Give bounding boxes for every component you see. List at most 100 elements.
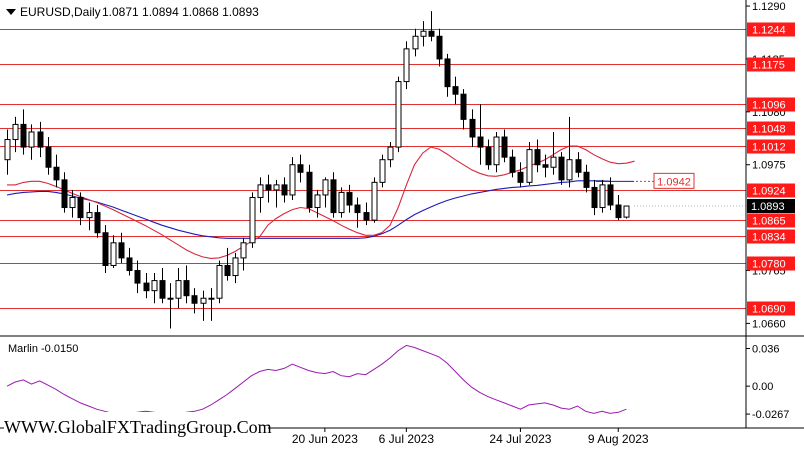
candle-7[interactable] [61,172,68,213]
candle-9[interactable] [77,192,84,226]
candle-69[interactable] [566,116,573,188]
candle-6[interactable] [53,154,60,188]
candle-17[interactable] [143,273,150,299]
price-tick-label-0: 1.1290 [752,1,786,13]
candle-51[interactable] [420,21,427,47]
candle-1[interactable] [12,116,19,153]
candle-49[interactable] [403,41,410,90]
candle-13[interactable] [110,235,117,268]
candle-55[interactable] [452,76,459,105]
candle-76[interactable] [623,205,630,219]
candle-30[interactable] [249,192,256,248]
level-label-9: 1.0690 [752,304,786,316]
candle-38[interactable] [314,189,321,218]
candle-8[interactable] [69,189,76,218]
candle-74[interactable] [607,177,614,211]
candle-36[interactable] [297,154,304,183]
candle-61[interactable] [501,129,508,163]
candle-60[interactable] [493,131,500,173]
candle-12[interactable] [102,225,109,274]
candle-31[interactable] [257,177,264,213]
candle-body-31 [257,184,264,198]
candle-68[interactable] [558,152,565,185]
candle-54[interactable] [444,53,451,97]
candle-65[interactable] [534,139,541,173]
time-axis[interactable]: 20 Jun 2023 6 Jul 2023 24 Jul 2023 9 Aug 20… [292,428,649,446]
candle-70[interactable] [575,152,582,178]
candle-42[interactable] [346,184,353,213]
candle-35[interactable] [289,157,296,200]
candle-24[interactable] [200,290,207,321]
target-label: 1.0942 [657,176,691,188]
candle-body-12 [102,232,109,266]
marlin-axis[interactable]: 0.036 0.00 -0.0267 [746,344,789,422]
candle-47[interactable] [387,142,394,168]
marlin-tick-label-1: 0.00 [752,381,773,393]
candle-33[interactable] [273,179,280,208]
candle-14[interactable] [118,232,125,263]
candle-body-46 [379,159,386,183]
candle-22[interactable] [183,265,190,304]
candle-23[interactable] [191,288,198,314]
candle-29[interactable] [240,237,247,271]
candle-75[interactable] [615,194,622,221]
candle-body-20 [167,297,174,300]
level-label-bg-5 [747,183,795,198]
candle-15[interactable] [126,247,133,276]
candle-66[interactable] [542,154,549,178]
candle-37[interactable] [306,164,313,213]
candle-3[interactable] [28,124,35,160]
level-labels: 1.1244 1.1175 1.1096 1.1048 1.1012 1.0924 1.08… [747,22,795,316]
candle-44[interactable] [363,202,370,226]
candle-41[interactable] [338,187,345,218]
candle-16[interactable] [134,260,141,294]
candle-19[interactable] [159,267,166,304]
candle-11[interactable] [94,205,101,238]
candle-45[interactable] [371,177,378,223]
candle-43[interactable] [354,197,361,228]
candle-4[interactable] [37,121,44,158]
candle-40[interactable] [330,172,337,218]
candle-64[interactable] [526,142,533,185]
candle-26[interactable] [216,260,223,304]
candle-body-16 [134,270,141,284]
candle-27[interactable] [224,247,231,281]
candle-25[interactable] [208,288,215,321]
candle-39[interactable] [322,177,329,208]
candle-48[interactable] [395,76,402,153]
candle-32[interactable] [265,174,272,203]
candle-46[interactable] [379,154,386,188]
candle-2[interactable] [20,109,27,155]
candle-10[interactable] [86,202,93,231]
collapse-triangle-icon[interactable] [6,9,16,15]
candle-71[interactable] [583,164,590,193]
time-tick-label-0: 20 Jun 2023 [292,432,358,446]
candle-59[interactable] [485,139,492,170]
level-label-bg-7 [747,229,795,244]
candle-67[interactable] [550,131,557,175]
candle-62[interactable] [509,149,516,178]
candle-28[interactable] [232,252,239,284]
candle-56[interactable] [460,89,467,130]
candle-73[interactable] [599,179,606,213]
candle-21[interactable] [175,267,182,309]
candle-50[interactable] [412,28,419,57]
candle-body-21 [175,280,182,299]
candle-5[interactable] [45,137,52,175]
candle-72[interactable] [591,179,598,216]
candle-20[interactable] [167,283,174,329]
candle-57[interactable] [469,109,476,148]
candle-body-14 [118,242,125,259]
candle-body-47 [387,146,394,161]
candle-0[interactable] [4,129,11,175]
candle-58[interactable] [477,104,484,165]
candle-63[interactable] [517,162,524,188]
candle-53[interactable] [436,28,443,67]
candle-52[interactable] [428,11,435,42]
candle-34[interactable] [281,177,288,203]
candle-body-57 [469,118,476,138]
candle-18[interactable] [151,273,158,304]
candle-body-55 [452,86,459,95]
